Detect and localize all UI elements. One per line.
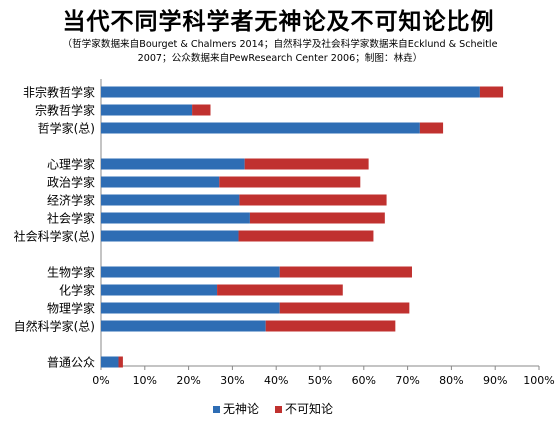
category-label: 社会科学家(总) (14, 229, 95, 244)
x-tick-label: 40% (264, 374, 288, 387)
bar-agnostic (217, 284, 343, 296)
category-label: 生物学家 (47, 265, 95, 280)
bar-atheist (101, 122, 420, 134)
bar-agnostic (479, 86, 504, 98)
category-label: 经济学家 (47, 193, 95, 208)
category-label: 物理学家 (47, 301, 95, 316)
x-tick-label: 50% (308, 374, 332, 387)
category-label: 宗教哲学家 (35, 103, 95, 118)
legend-swatch (275, 406, 282, 413)
x-tick-label: 70% (395, 374, 419, 387)
bar-atheist (101, 230, 239, 242)
category-label: 哲学家(总) (38, 121, 95, 136)
x-tick-label: 30% (220, 374, 244, 387)
bar-agnostic (279, 266, 412, 278)
category-label: 化学家 (59, 283, 95, 298)
bar-atheist (101, 158, 245, 170)
x-tick-label: 20% (176, 374, 200, 387)
legend-label: 无神论 (223, 402, 259, 416)
x-tick-label: 80% (439, 374, 463, 387)
category-label: 非宗教哲学家 (23, 85, 95, 100)
bar-agnostic (239, 194, 387, 206)
x-tick-label: 90% (483, 374, 507, 387)
chart-subtitle: （哲学家数据来自Bourget & Chalmers 2014；自然科学及社会科… (62, 39, 498, 64)
bar-agnostic (279, 302, 410, 314)
x-tick-label: 10% (133, 374, 157, 387)
bar-atheist (101, 212, 250, 224)
category-label: 政治学家 (47, 175, 95, 190)
category-label: 心理学家 (47, 157, 95, 172)
bar-agnostic (192, 104, 211, 116)
x-tick-label: 0% (92, 374, 109, 387)
bar-atheist (101, 356, 119, 368)
bar-agnostic (238, 230, 374, 242)
bar-atheist (101, 176, 220, 188)
bar-agnostic (249, 212, 385, 224)
bar-atheist (101, 320, 266, 332)
bar-atheist (101, 104, 193, 116)
bar-agnostic (419, 122, 444, 134)
bar-atheist (101, 302, 280, 314)
chart-title: 当代不同学科学者无神论及不可知论比例 (62, 9, 495, 35)
bar-atheist (101, 266, 280, 278)
legend-label: 不可知论 (285, 402, 333, 416)
x-tick-label: 60% (352, 374, 376, 387)
x-tick-label: 100% (523, 374, 554, 387)
bar-agnostic (118, 356, 123, 368)
bar-agnostic (265, 320, 396, 332)
bar-atheist (101, 86, 480, 98)
bar-agnostic (219, 176, 361, 188)
bar-atheist (101, 284, 218, 296)
category-label: 社会学家 (47, 211, 95, 226)
category-label: 自然科学家(总) (14, 319, 95, 334)
legend-swatch (213, 406, 220, 413)
category-label: 普通公众 (47, 356, 95, 370)
bar-agnostic (244, 158, 369, 170)
bar-atheist (101, 194, 240, 206)
